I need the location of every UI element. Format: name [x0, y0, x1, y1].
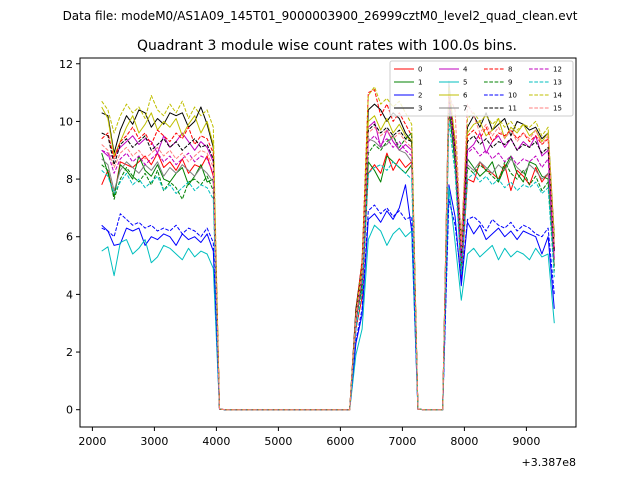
y-tick-label: 4 [66, 288, 73, 301]
y-tick-label: 6 [66, 231, 73, 244]
x-tick-label: 7000 [388, 435, 416, 448]
x-tick-label: 9000 [512, 435, 540, 448]
legend-label-7: 7 [463, 105, 467, 113]
series-line-7 [101, 80, 555, 411]
legend-label-2: 2 [418, 92, 422, 100]
series-line-10 [101, 198, 555, 411]
legend-label-3: 3 [418, 105, 422, 113]
x-axis-offset-label: +3.387e8 [522, 456, 576, 469]
legend-label-6: 6 [463, 92, 468, 100]
y-tick-label: 0 [66, 404, 73, 417]
series-line-11 [101, 97, 555, 411]
series-line-9 [101, 109, 555, 411]
legend-label-8: 8 [508, 66, 512, 74]
legend-label-15: 15 [553, 105, 562, 113]
axes-frame [79, 57, 577, 428]
y-tick-label: 10 [59, 115, 73, 128]
x-tick-label: 3000 [140, 435, 168, 448]
series-line-0 [101, 109, 555, 411]
legend-label-9: 9 [508, 79, 512, 87]
y-tick-label: 12 [59, 58, 73, 71]
legend-label-14: 14 [553, 92, 562, 100]
series-line-3 [101, 83, 555, 411]
x-tick-label: 6000 [326, 435, 354, 448]
chart-title: Quadrant 3 module wise count rates with … [137, 38, 517, 54]
legend-label-0: 0 [418, 66, 422, 74]
series-line-1 [101, 103, 555, 411]
series-line-5 [101, 187, 555, 411]
legend-label-11: 11 [508, 105, 517, 113]
y-tick-label: 2 [66, 346, 73, 359]
legend-label-4: 4 [463, 66, 468, 74]
x-tick-label: 8000 [450, 435, 478, 448]
x-tick-label: 2000 [78, 435, 106, 448]
chart-suptitle: Data file: modeM0/AS1A09_145T01_90000039… [63, 9, 578, 23]
legend-label-1: 1 [418, 79, 422, 87]
series-line-15 [101, 95, 555, 411]
y-tick-label: 8 [66, 173, 73, 186]
x-axis-ticks: 2000 3000 4000 5000 6000 7000 8000 9000 [78, 427, 540, 448]
legend-box [389, 60, 574, 117]
series-line-2 [101, 184, 555, 411]
legend-label-12: 12 [553, 66, 562, 74]
plot-series-group [101, 80, 555, 411]
legend-label-10: 10 [508, 92, 517, 100]
series-line-6 [101, 89, 555, 411]
legend-label-13: 13 [553, 79, 562, 87]
y-axis-ticks: 0 2 4 6 8 10 12 [59, 58, 80, 417]
series-line-8 [101, 89, 555, 411]
x-tick-label: 5000 [264, 435, 292, 448]
series-line-13 [101, 120, 555, 411]
legend-label-5: 5 [463, 79, 467, 87]
x-tick-label: 4000 [202, 435, 230, 448]
